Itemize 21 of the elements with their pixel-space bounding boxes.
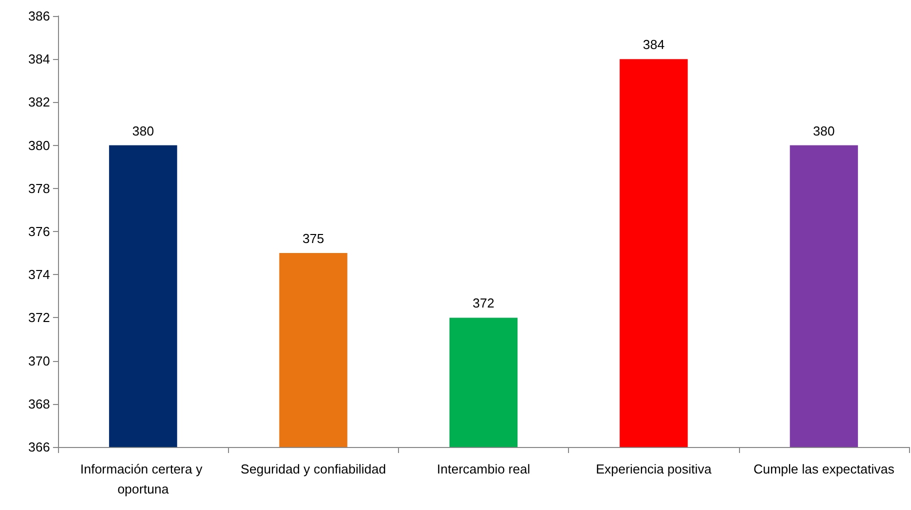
- x-tick-label: Experiencia positiva: [596, 462, 712, 476]
- y-tick-label: 376: [28, 224, 50, 239]
- y-tick-label: 370: [28, 353, 50, 368]
- y-tick-label: 366: [28, 440, 50, 454]
- x-tick-label: Intercambio real: [436, 462, 530, 476]
- data-label: 372: [472, 296, 494, 311]
- y-tick-label: 382: [28, 94, 50, 110]
- x-tick-label: Cumple las expectativas: [753, 462, 895, 476]
- data-label: 380: [813, 123, 835, 138]
- y-tick-label: 380: [28, 138, 50, 153]
- y-tick-label: 372: [28, 310, 50, 326]
- data-label: 384: [642, 37, 665, 52]
- data-label: 380: [132, 123, 154, 138]
- y-tick-label: 384: [28, 52, 50, 67]
- y-tick-label: 374: [28, 267, 50, 282]
- y-tick-label: 368: [28, 396, 50, 412]
- y-tick-label: 386: [28, 8, 50, 24]
- x-tick-label: Información certera y oportuna: [80, 462, 206, 496]
- x-tick-label: Seguridad y confiabilidad: [240, 462, 386, 476]
- y-tick-label: 378: [28, 180, 50, 196]
- data-label: 375: [302, 231, 324, 246]
